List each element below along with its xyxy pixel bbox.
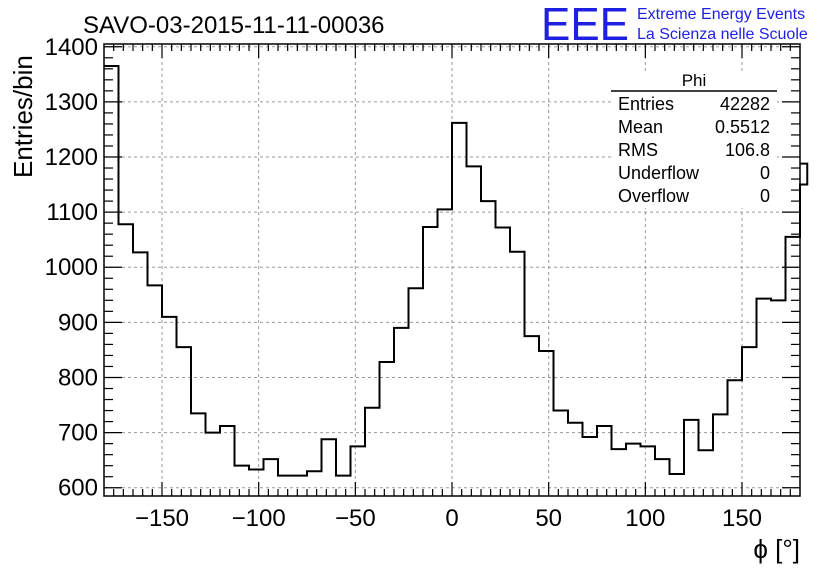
x-tick-label: 50	[535, 505, 562, 532]
y-tick-label: 600	[58, 475, 98, 502]
y-tick-label: 1100	[46, 199, 98, 226]
y-tick-label: 1400	[45, 34, 98, 61]
logo-line1: Extreme Energy Events	[637, 6, 805, 23]
stats-box-background	[611, 72, 777, 208]
y-tick-label: 900	[58, 309, 98, 336]
stats-row-value: 42282	[720, 94, 770, 114]
x-tick-label: 0	[445, 505, 458, 532]
x-tick-label: −150	[135, 505, 189, 532]
y-tick-label: 800	[58, 364, 98, 391]
x-tick-label: 100	[625, 505, 665, 532]
logo-mark: EEE	[541, 0, 629, 50]
y-tick-label: 1300	[45, 89, 98, 116]
x-tick-label: 150	[722, 505, 762, 532]
stats-row-value: 106.8	[725, 140, 770, 160]
x-tick-label: −50	[335, 505, 376, 532]
eee-logo: EEE Extreme Energy Events La Scienza nel…	[541, 0, 808, 50]
stats-box-title: Phi	[682, 71, 707, 90]
stats-row-value: 0	[760, 186, 770, 206]
chart-title: SAVO-03-2015-11-11-00036	[83, 12, 385, 39]
x-axis-label: ϕ [°]	[753, 534, 800, 564]
y-tick-label: 1000	[45, 254, 98, 281]
stats-row-value: 0.5512	[715, 117, 770, 137]
histogram-line	[104, 65, 809, 477]
y-tick-label: 700	[58, 420, 98, 447]
x-tick-labels: −150 −100 −50 0 50 100 150	[135, 505, 762, 532]
stats-row-value: 0	[760, 163, 770, 183]
x-tick-label: −100	[232, 505, 286, 532]
stats-row-label: Overflow	[618, 186, 690, 206]
stats-row-label: Mean	[618, 117, 663, 137]
stats-row-label: RMS	[618, 140, 658, 160]
logo-line2: La Scienza nelle Scuole	[637, 26, 808, 43]
axis-ticks	[104, 44, 800, 496]
y-tick-label: 1200	[45, 144, 98, 171]
y-axis-label: Entries/bin	[8, 55, 38, 178]
stats-box: Phi Entries 42282 Mean 0.5512 RMS 106.8 Underf…	[611, 71, 777, 208]
y-tick-labels: 600 700 800 900 1000 1100 1200 1300 1400	[45, 34, 98, 502]
stats-row-label: Underflow	[618, 163, 700, 183]
stats-row-label: Entries	[618, 94, 674, 114]
